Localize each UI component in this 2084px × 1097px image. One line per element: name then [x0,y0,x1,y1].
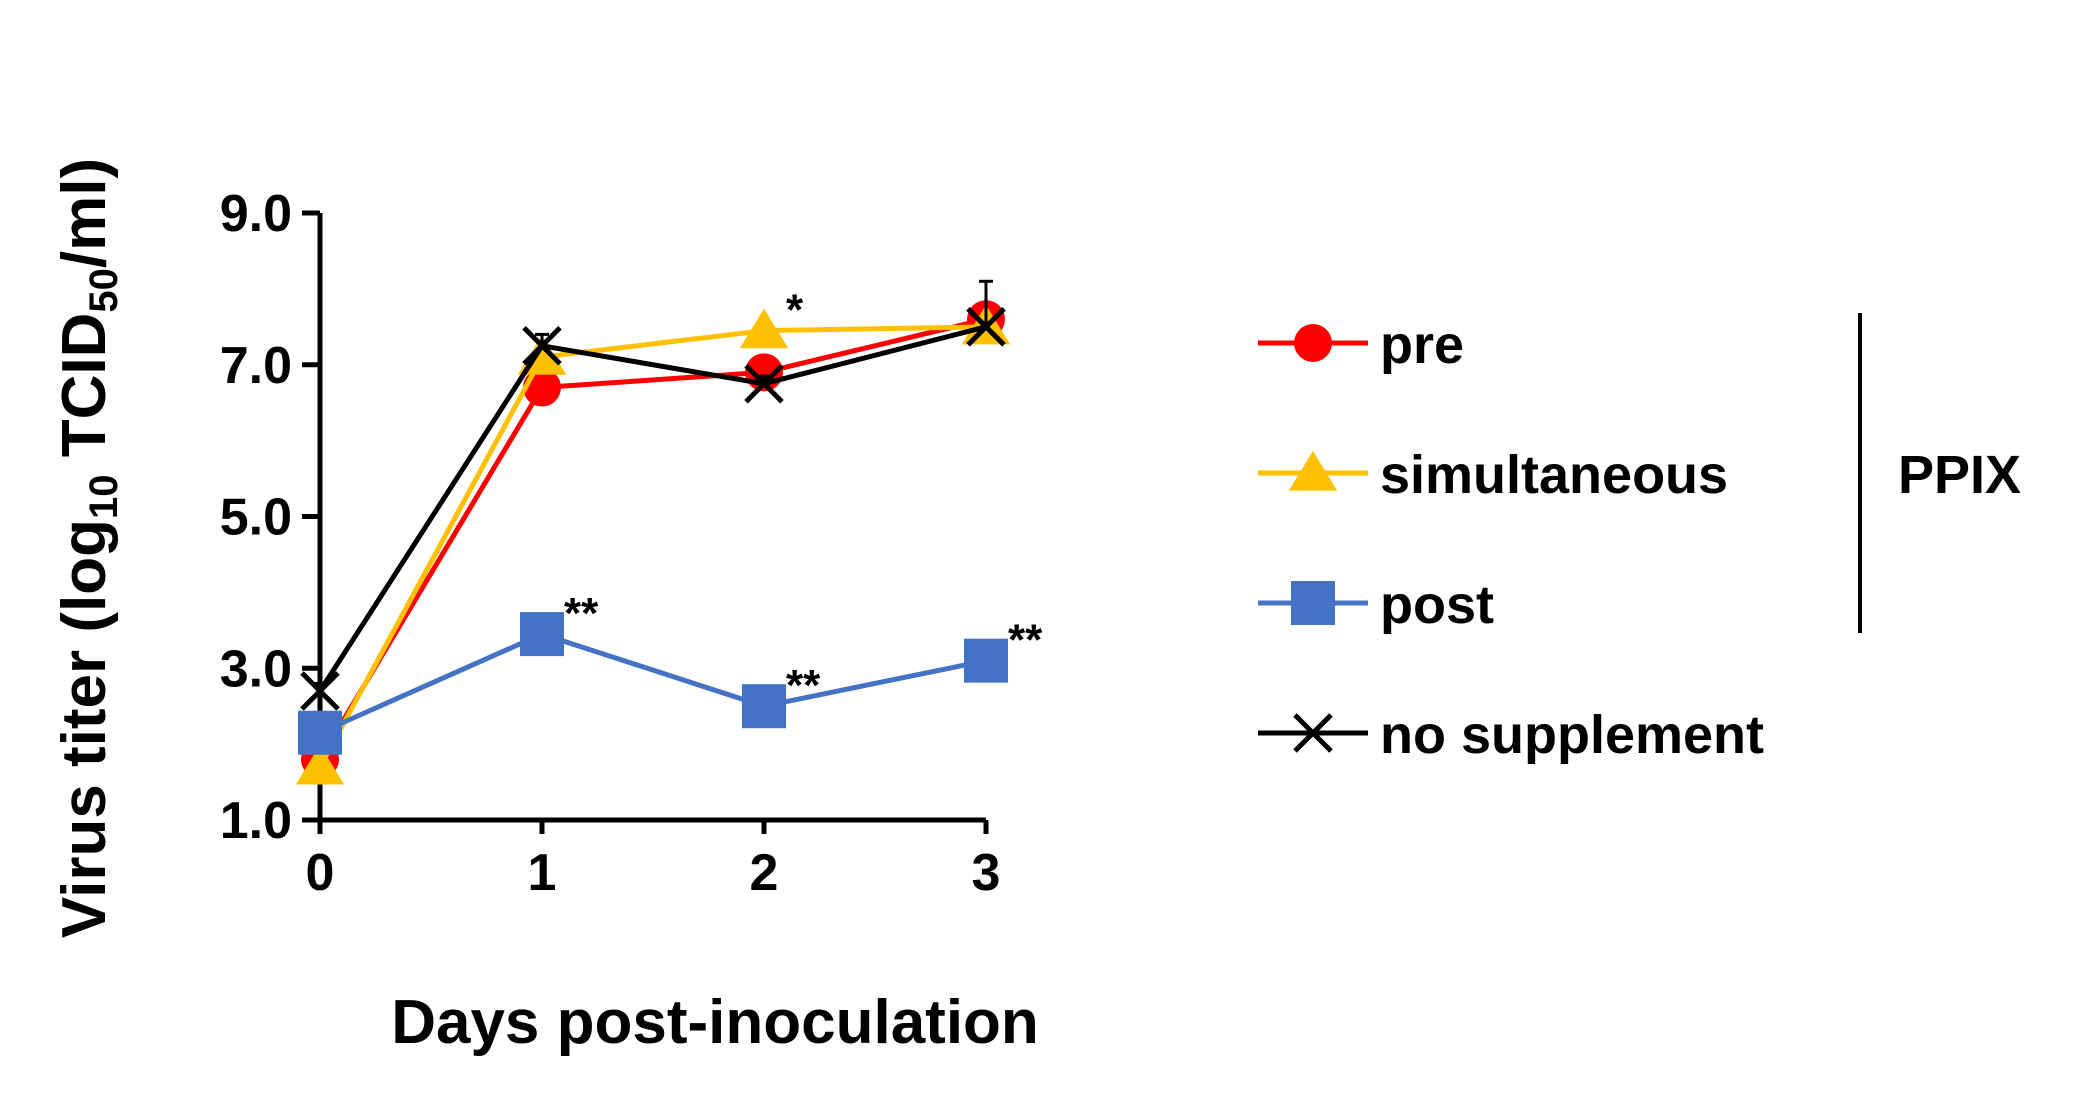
y-axis-title: Virus titer (log10 TCID50/ml) [50,158,126,938]
legend-marker [1291,581,1335,625]
series-simultaneous: * [295,286,1011,785]
series-line-pre [317,316,987,761]
data-point-post [520,612,564,657]
y-tick-label: 7.0 [220,337,292,395]
plot-area: 1.03.05.07.09.00 1 2 3******* [220,185,1043,902]
legend-item-no-supplement: no supplement [1258,705,1764,765]
data-point-no-supplement [522,326,562,366]
y-title-mid: TCID [50,313,119,475]
data-point-no-supplement [966,307,1006,347]
y-title-suffix: /ml) [50,158,119,268]
y-title-sub-50: 50 [82,268,126,313]
data-point-post [964,638,1008,683]
legend: pre simultaneous post no supplement PPIX [1258,313,2021,765]
series-line-no-supplement [317,324,987,693]
legend-item-simultaneous: simultaneous [1258,445,1728,505]
x-tick-label: 1 [528,844,557,902]
data-point-no-supplement [300,671,340,711]
x-axis-title: Days post-inoculation [391,988,1039,1057]
significance-label: ** [1008,616,1043,665]
legend-label: pre [1380,315,1464,375]
x-tick-label: 2 [750,844,779,902]
svg-text:Virus titer (log10 TCID50/ml): Virus titer (log10 TCID50/ml) [50,158,126,938]
x-tick-label: 0 [306,844,335,902]
legend-label: no supplement [1380,705,1764,765]
data-point-post [742,684,786,729]
y-tick-label: 1.0 [220,792,292,850]
data-point-simultaneous [295,744,345,785]
series-line-post [318,631,987,736]
legend-marker [1294,324,1332,362]
x-tick-label: 3 [972,844,1001,902]
group-bracket-label: PPIX [1898,445,2021,505]
legend-label: simultaneous [1380,445,1728,505]
y-tick-label: 3.0 [220,640,292,698]
legend-item-post: post [1258,575,1494,635]
significance-label: ** [564,589,599,638]
y-title-prefix: Virus titer (log [50,519,119,938]
data-point-no-supplement [744,363,784,404]
significance-label: * [786,286,804,335]
series-pre [301,300,1005,779]
legend-marker [1293,713,1333,753]
y-tick-label: 5.0 [220,489,292,547]
legend-item-pre: pre [1258,315,1464,375]
legend-label: post [1380,575,1494,635]
series-post: ** ** ** [298,589,1043,755]
legend-marker [1288,451,1338,491]
y-tick-label: 9.0 [220,185,292,243]
series-line-simultaneous [317,324,987,769]
significance-label: ** [786,661,821,710]
data-point-simultaneous [739,308,789,349]
y-title-sub-10: 10 [82,474,126,519]
series-no-supplement [300,279,1006,711]
data-point-post [298,710,342,755]
